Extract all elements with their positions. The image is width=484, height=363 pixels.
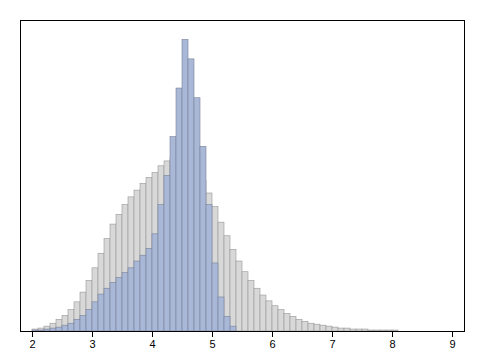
svg-text:2: 2 xyxy=(29,338,35,350)
svg-text:7: 7 xyxy=(329,338,335,350)
svg-text:3: 3 xyxy=(89,338,95,350)
svg-text:5: 5 xyxy=(209,338,215,350)
svg-text:4: 4 xyxy=(149,338,155,350)
svg-text:9: 9 xyxy=(449,338,455,350)
svg-text:8: 8 xyxy=(389,338,395,350)
svg-text:6: 6 xyxy=(269,338,275,350)
